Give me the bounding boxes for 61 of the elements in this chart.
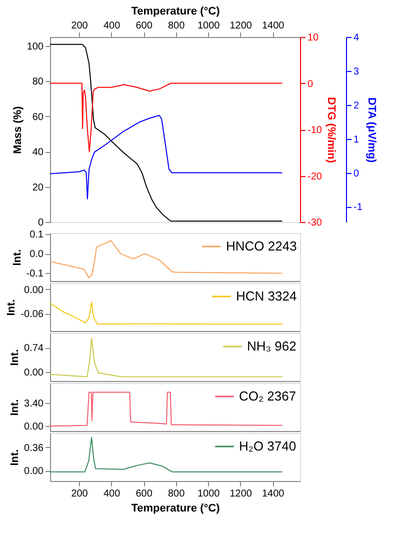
y-tick-label: 0.74 (24, 343, 44, 354)
x-tick-label: 600 (136, 20, 153, 32)
x-tick-label: 400 (103, 20, 121, 32)
y-axis-title: Int. (9, 399, 22, 416)
y-tick-label: 0.1 (30, 230, 44, 241)
y2-tick-label: -30 (308, 218, 322, 228)
y-tick-label: 3.40 (24, 398, 44, 410)
y2-tick-label: 0 (308, 78, 314, 90)
legend-label: HCN 3324 (236, 288, 297, 304)
x-tick-label: 1000 (197, 488, 220, 500)
x-axis-title: Temperature (°C) (131, 6, 220, 18)
legend-label: NH₃ 962 (247, 338, 296, 354)
y-tick-label: 20 (32, 182, 44, 194)
line-series (50, 114, 283, 200)
y-tick-label: 0 (38, 218, 44, 228)
y-tick-label: 60 (32, 112, 44, 123)
line-series (50, 44, 283, 222)
y3-tick-label: 1 (354, 134, 360, 146)
x-tick-label: 1400 (262, 488, 285, 500)
y-tick-label: 0.00 (24, 466, 44, 478)
y-axis-title: Int. (9, 449, 22, 466)
x-axis-title: Temperature (°C) (131, 502, 220, 514)
y2-axis-title: DTG (%/min) (324, 97, 337, 164)
y3-tick-label: 3 (354, 66, 360, 78)
y2-tick-label: -20 (308, 171, 322, 182)
y3-axis-title: DTA (μV/mg) (365, 97, 378, 164)
y3-tick-label: 4 (354, 32, 360, 44)
y-tick-label: -0.06 (20, 309, 44, 320)
x-tick-label: 200 (71, 488, 88, 500)
y2-tick-label: -10 (308, 125, 322, 136)
x-tick-label: 1400 (262, 20, 285, 32)
y-tick-label: 0.00 (24, 368, 44, 379)
x-tick-label: 800 (168, 20, 186, 32)
legend-label: CO₂ 2367 (239, 388, 296, 404)
y-tick-label: -0.1 (26, 268, 44, 280)
y-axis-title: Int. (9, 349, 22, 366)
y-axis-title: Int. (11, 249, 24, 266)
x-tick-label: 400 (103, 488, 121, 500)
line-series (50, 302, 283, 325)
y-tick-label: 0.00 (24, 284, 44, 296)
x-tick-label: 1000 (197, 20, 220, 32)
y2-tick-label: 10 (308, 32, 320, 44)
y-axis-title: Int. (6, 299, 18, 316)
legend-label: H₂O 3740 (239, 438, 296, 454)
y-tick-label: 0.00 (24, 422, 44, 433)
y-tick-label: 0.0 (30, 249, 44, 260)
x-tick-label: 1200 (230, 20, 252, 32)
y-tick-label: 80 (32, 76, 44, 88)
y3-tick-label: 2 (354, 100, 360, 112)
x-tick-label: 200 (71, 20, 88, 32)
line-series (50, 82, 283, 152)
y-tick-label: 40 (32, 147, 44, 158)
y3-tick-label: -1 (354, 202, 363, 214)
legend-label: HNCO 2243 (226, 238, 297, 254)
y-tick-label: 0.36 (24, 442, 44, 454)
x-tick-label: 1200 (230, 488, 252, 500)
x-tick-label: 600 (136, 488, 153, 500)
y-axis-title: Mass (%) (12, 106, 24, 154)
y3-tick-label: 0 (354, 168, 360, 180)
y-tick-label: 100 (26, 41, 44, 52)
x-tick-label: 800 (168, 488, 186, 500)
